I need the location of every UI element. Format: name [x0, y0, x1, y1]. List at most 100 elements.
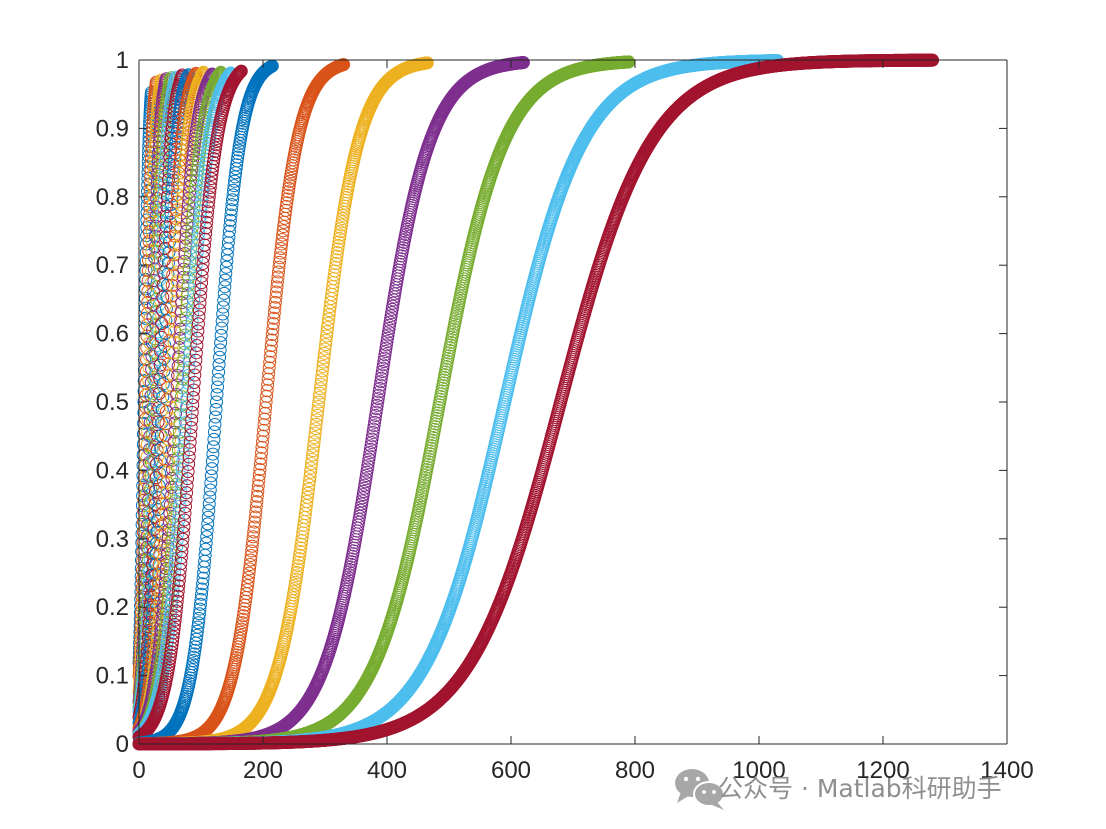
data-point [183, 248, 197, 262]
data-point [198, 232, 212, 246]
data-point [169, 609, 183, 623]
data-point [167, 248, 181, 262]
data-point [308, 426, 322, 440]
data-point [186, 307, 200, 321]
data-point [187, 292, 201, 306]
data-point [316, 355, 330, 369]
data-point [212, 365, 226, 379]
data-point [149, 471, 163, 485]
data-point [245, 544, 259, 558]
data-point [135, 518, 149, 532]
data-point [158, 170, 172, 183]
data-point [167, 626, 181, 640]
data-point [184, 234, 198, 248]
data-point [154, 592, 168, 606]
data-point [322, 308, 336, 322]
data-point [201, 205, 215, 219]
data-point [215, 321, 229, 335]
data-point [190, 628, 204, 642]
data-point [294, 537, 308, 551]
data-point [151, 234, 165, 248]
data-point [328, 260, 342, 274]
data-point [186, 398, 200, 412]
data-point [178, 153, 192, 167]
data-point [147, 386, 161, 400]
data-point [293, 545, 307, 559]
data-point [182, 450, 196, 464]
data-point [141, 154, 155, 168]
data-point [321, 316, 335, 330]
data-point [219, 267, 233, 281]
data-point [167, 622, 181, 636]
data-point [171, 359, 185, 373]
data-point [267, 311, 281, 325]
data-point [303, 469, 317, 483]
data-point [155, 497, 169, 511]
data-point [337, 58, 351, 72]
data-point [160, 554, 174, 568]
data-point [183, 435, 197, 449]
data-point [322, 312, 336, 326]
data-point [173, 568, 187, 582]
data-point [205, 454, 219, 468]
data-point [179, 493, 193, 507]
data-point [272, 260, 286, 274]
data-point [226, 193, 240, 207]
data-point [168, 325, 182, 339]
data-point [264, 344, 278, 358]
data-point [195, 582, 209, 596]
data-point [187, 376, 201, 390]
data-point [244, 553, 258, 567]
data-point [319, 333, 333, 347]
data-point [246, 530, 260, 544]
data-point [150, 592, 164, 606]
data-point [313, 386, 327, 400]
data-point [268, 301, 282, 315]
data-point [248, 515, 262, 529]
data-point [310, 413, 324, 427]
data-point [206, 159, 220, 173]
data-point [313, 382, 327, 396]
data-point [252, 473, 266, 487]
data-point [151, 429, 165, 443]
data-point [252, 468, 266, 482]
data-point [184, 420, 198, 434]
data-point [276, 224, 290, 238]
data-point [179, 500, 192, 514]
data-point [317, 351, 331, 365]
data-point [163, 506, 177, 520]
data-point [226, 188, 240, 202]
data-point [260, 384, 274, 398]
data-point [173, 230, 187, 244]
data-point [222, 230, 236, 244]
data-point [164, 645, 178, 659]
data-point [241, 579, 254, 593]
data-point [330, 249, 344, 263]
data-point [237, 605, 251, 619]
data-point [160, 476, 174, 490]
data-point [317, 346, 331, 360]
data-point [193, 597, 207, 611]
data-point [257, 418, 271, 432]
data-point [254, 446, 268, 460]
data-point [257, 423, 271, 437]
data-point [228, 174, 242, 188]
data-point [180, 479, 194, 493]
data-point [214, 336, 228, 350]
data-point [148, 510, 161, 524]
data-point [145, 254, 159, 268]
data-point [151, 245, 165, 259]
data-point [331, 242, 345, 256]
data-point [163, 422, 177, 436]
data-point [270, 275, 284, 289]
data-point [268, 295, 282, 309]
data-point [155, 154, 169, 168]
data-point [274, 241, 288, 255]
data-point [262, 367, 276, 381]
data-point [212, 358, 226, 372]
data-point [206, 440, 220, 454]
data-point [195, 269, 209, 283]
data-point [157, 534, 171, 548]
data-point [146, 323, 160, 337]
data-point [189, 346, 203, 360]
